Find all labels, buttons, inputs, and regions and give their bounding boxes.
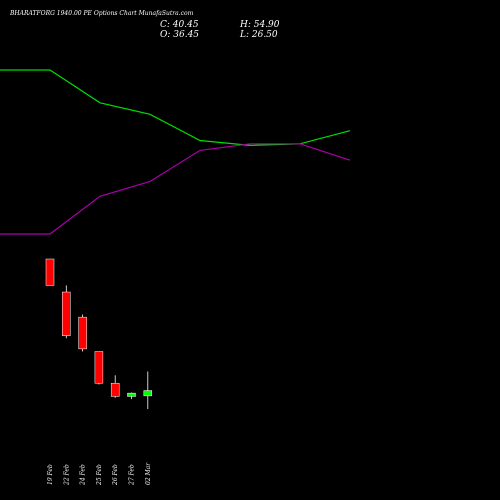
candle-body-4 bbox=[94, 351, 104, 384]
candle-body-2 bbox=[62, 291, 71, 336]
x-tick-label: 26 Feb bbox=[112, 464, 119, 486]
open-value: O: 36.45 bbox=[160, 30, 199, 40]
candle-body-6 bbox=[127, 392, 136, 397]
candlesticks bbox=[45, 258, 153, 409]
candle-body-3 bbox=[78, 316, 87, 350]
candle-body-7 bbox=[143, 390, 153, 397]
x-tick-label: 24 Feb bbox=[80, 464, 87, 486]
x-axis-tick-labels: 19 Feb 22 Feb 24 Feb 25 Feb 26 Feb 27 Feb 02 M… bbox=[47, 462, 152, 486]
x-tick-label: 19 Feb bbox=[47, 464, 54, 485]
indicator-lines bbox=[0, 69, 351, 235]
close-value: C: 40.45 bbox=[160, 20, 199, 30]
high-value: H: 54.90 bbox=[239, 20, 280, 30]
indicator-line-2 bbox=[0, 143, 351, 235]
candle-body-5 bbox=[110, 382, 120, 397]
x-tick-label: 02 Mar bbox=[145, 462, 152, 485]
x-tick-label: 22 Feb bbox=[63, 464, 70, 486]
low-value: L: 26.50 bbox=[239, 30, 278, 40]
x-tick-label: 27 Feb bbox=[129, 464, 136, 486]
chart-title: BHARATFORG 1940.00 PE Options Chart Muna… bbox=[9, 10, 194, 17]
x-tick-label: 25 Feb bbox=[96, 464, 103, 486]
candle-body-1 bbox=[45, 258, 55, 286]
